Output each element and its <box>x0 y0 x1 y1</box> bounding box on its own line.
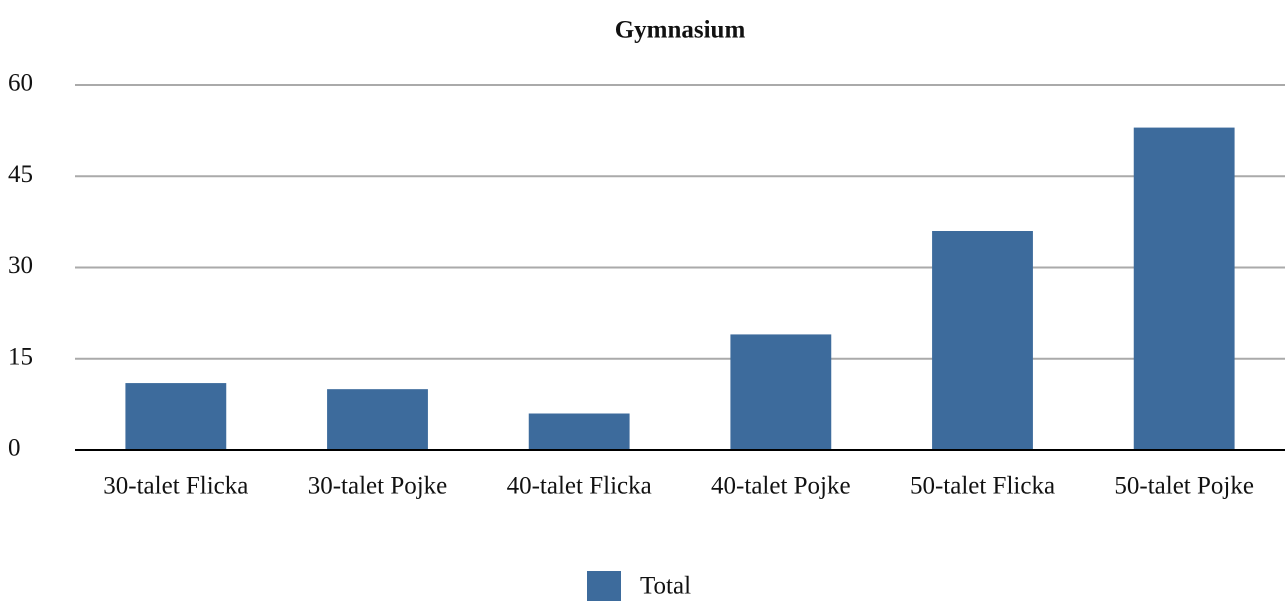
y-tick-label: 60 <box>8 70 33 97</box>
y-tick-label: 0 <box>8 435 21 462</box>
legend-label: Total <box>640 573 691 600</box>
x-tick-label: 40-talet Pojke <box>711 473 851 500</box>
y-tick-label: 30 <box>8 252 33 279</box>
bar <box>327 389 428 450</box>
x-tick-label: 40-talet Flicka <box>507 473 652 500</box>
bar <box>125 383 227 450</box>
bar <box>1133 127 1235 450</box>
x-tick-label: 30-talet Pojke <box>308 473 448 500</box>
x-tick-label: 50-talet Pojke <box>1114 473 1254 500</box>
x-tick-label: 30-talet Flicka <box>103 473 248 500</box>
bar <box>932 231 1033 450</box>
bar <box>730 334 832 450</box>
y-tick-label: 15 <box>8 343 33 370</box>
bar <box>528 413 630 450</box>
x-tick-label: 50-talet Flicka <box>910 473 1055 500</box>
y-tick-label: 45 <box>8 161 33 188</box>
legend-swatch <box>587 571 621 601</box>
chart-title: Gymnasium <box>615 17 746 44</box>
